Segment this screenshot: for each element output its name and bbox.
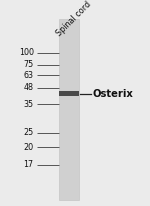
Bar <box>59 19 79 200</box>
Text: Osterix: Osterix <box>92 89 133 99</box>
Text: 17: 17 <box>24 160 34 169</box>
Text: 63: 63 <box>24 71 34 80</box>
Text: 35: 35 <box>24 99 34 109</box>
Text: 48: 48 <box>24 83 34 92</box>
Text: 100: 100 <box>19 48 34 57</box>
Text: 25: 25 <box>24 128 34 137</box>
Bar <box>59 91 79 96</box>
Text: Spinal cord: Spinal cord <box>55 0 93 38</box>
Text: 20: 20 <box>24 143 34 152</box>
Text: 75: 75 <box>24 60 34 69</box>
